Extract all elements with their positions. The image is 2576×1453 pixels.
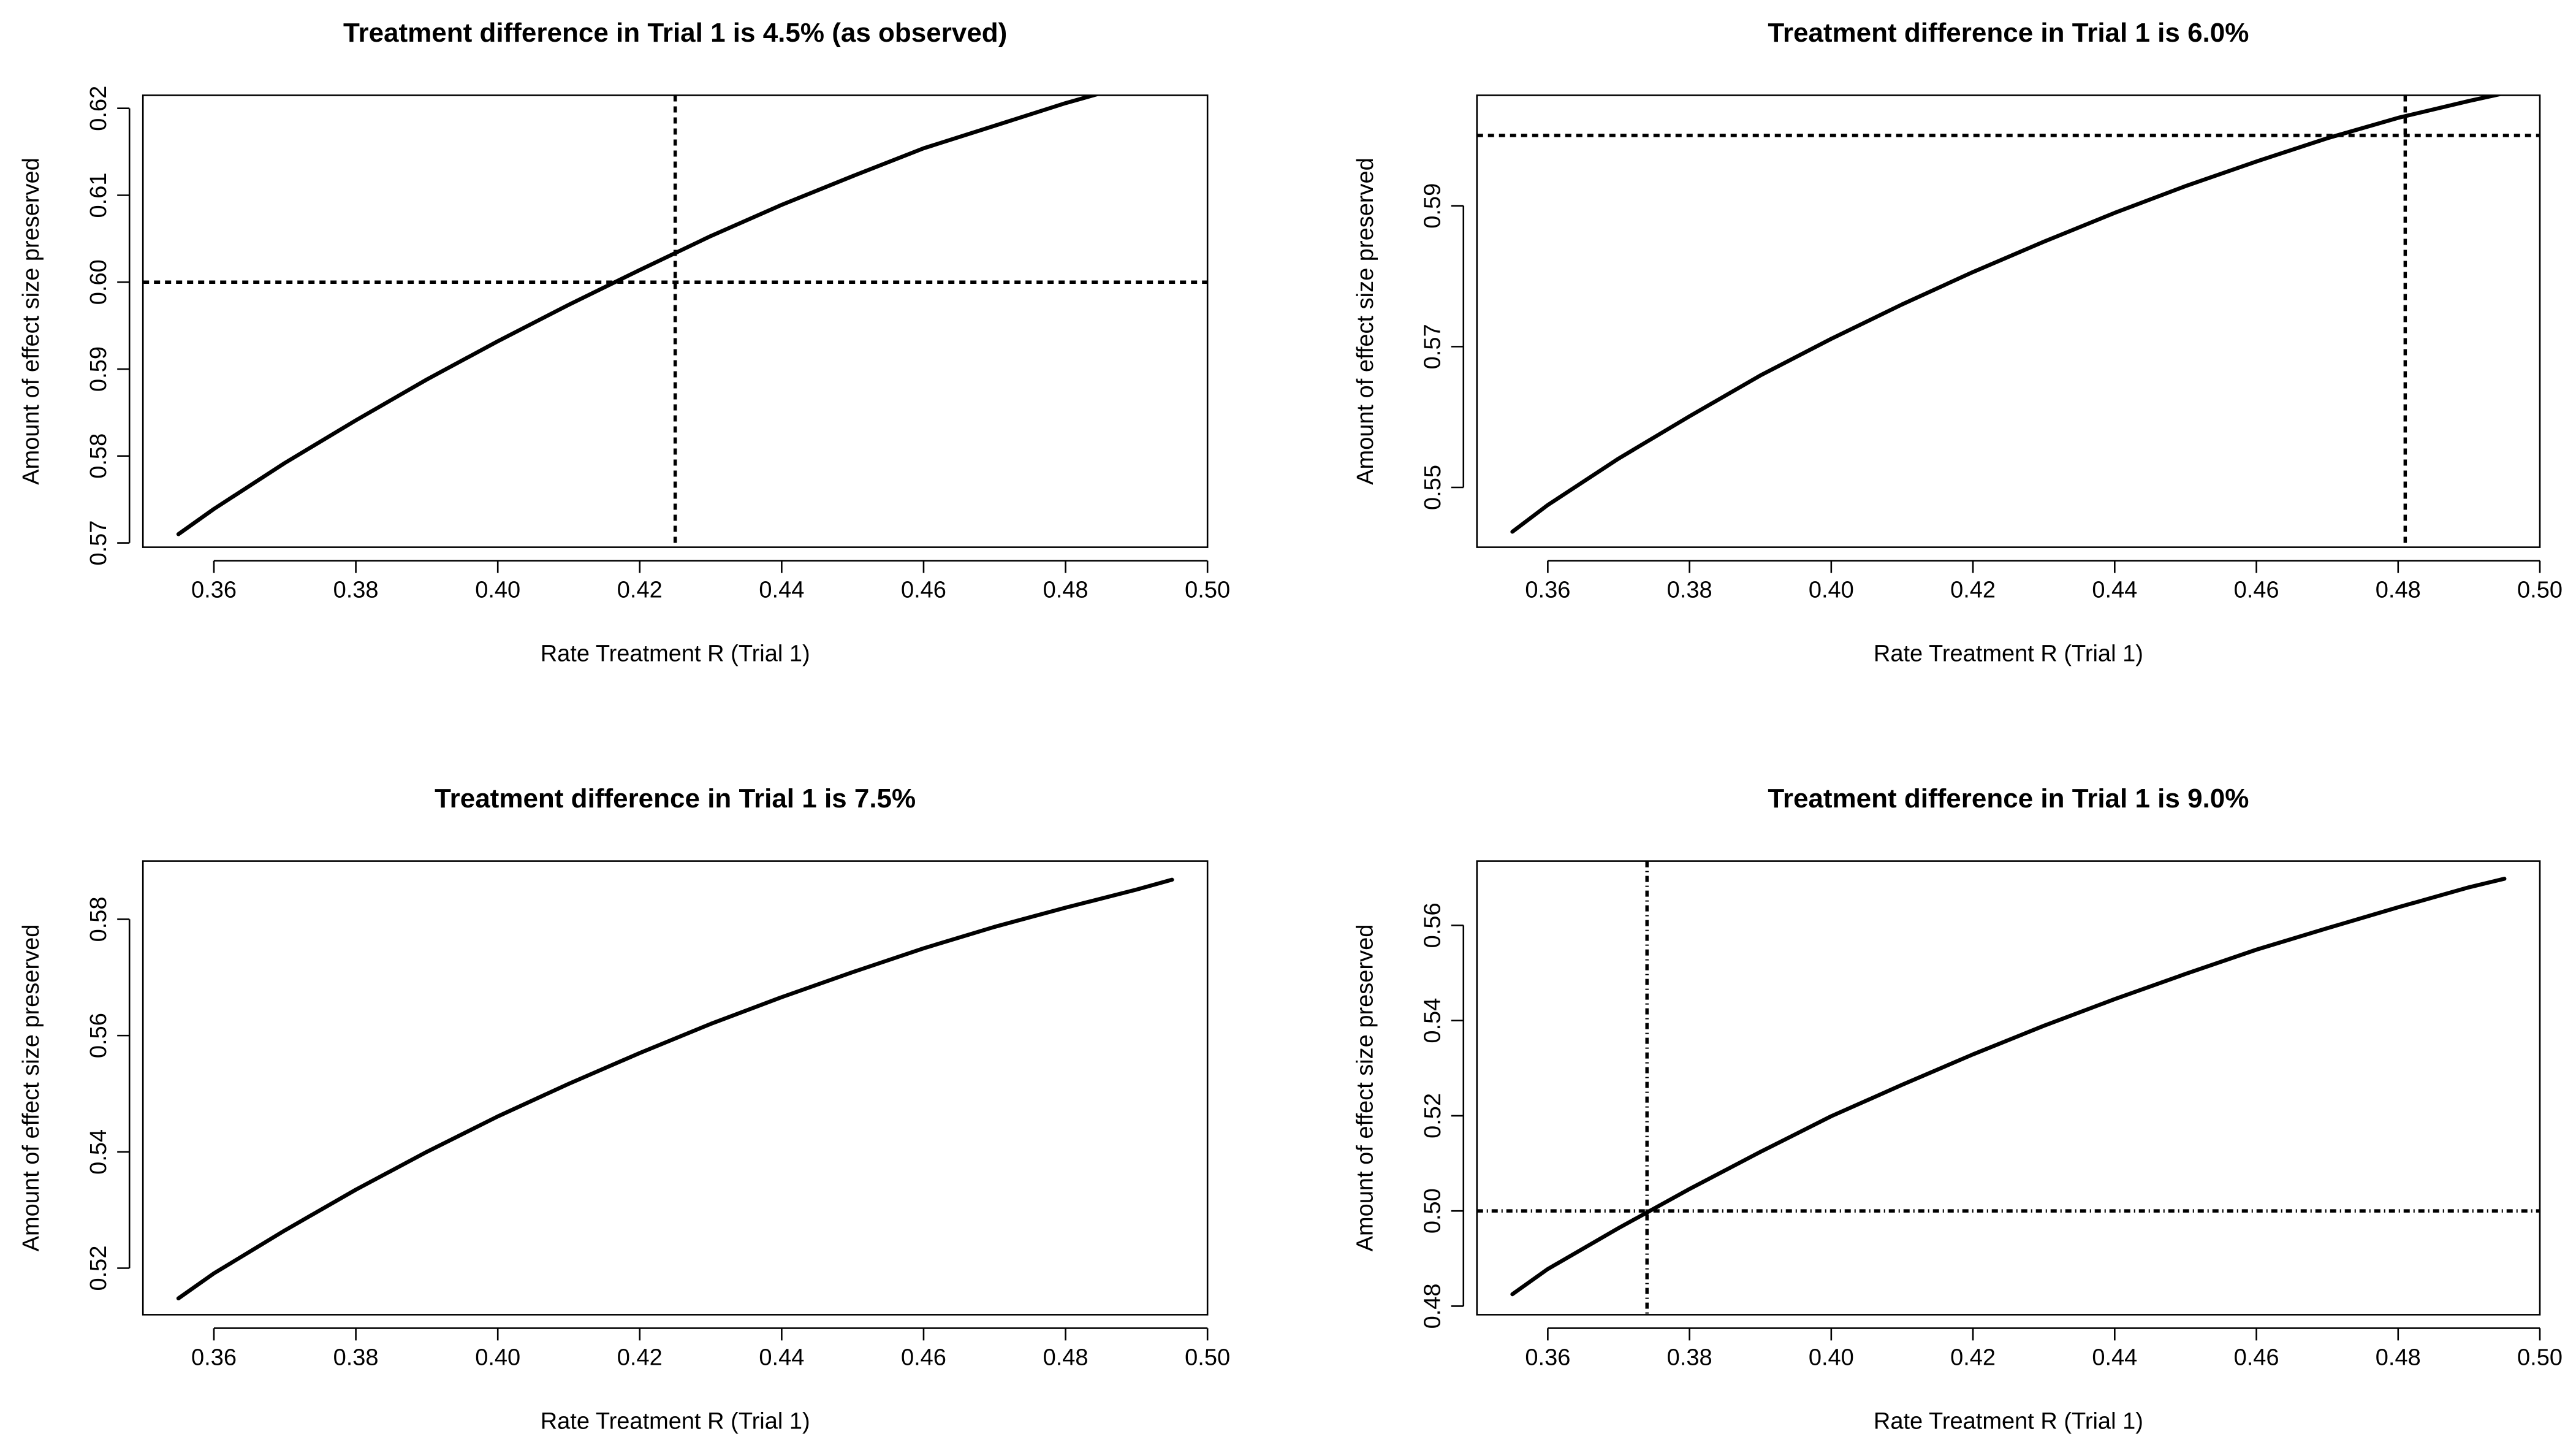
y-tick-label: 0.57 xyxy=(1420,324,1446,369)
x-tick-label: 0.42 xyxy=(617,578,663,603)
x-tick-label: 0.50 xyxy=(1185,1344,1230,1370)
x-tick-label: 0.44 xyxy=(2092,1344,2137,1370)
y-tick-label: 0.55 xyxy=(1420,465,1446,510)
x-tick-label: 0.48 xyxy=(1043,1344,1089,1370)
y-tick-label: 0.54 xyxy=(1420,998,1446,1043)
x-tick-label: 0.48 xyxy=(1043,578,1089,603)
series-line xyxy=(1510,877,2507,1297)
x-tick-label: 0.42 xyxy=(1950,578,1996,603)
y-tick-label: 0.52 xyxy=(1420,1093,1446,1138)
x-tick-label: 0.42 xyxy=(617,1344,663,1370)
x-tick-label: 0.36 xyxy=(191,1344,237,1370)
y-tick-label: 0.57 xyxy=(86,521,112,566)
x-axis-label: Rate Treatment R (Trial 1) xyxy=(541,641,810,667)
y-tick-label: 0.59 xyxy=(86,346,112,392)
y-tick-label: 0.58 xyxy=(86,433,112,479)
x-tick-label: 0.38 xyxy=(1667,578,1712,603)
y-tick-label: 0.52 xyxy=(86,1246,112,1291)
chart-title: Treatment difference in Trial 1 is 6.0% xyxy=(1768,18,2249,48)
series-line xyxy=(176,95,1101,536)
x-tick-label: 0.40 xyxy=(1809,1344,1854,1370)
y-axis-label: Amount of effect size preserved xyxy=(18,158,44,485)
x-tick-label: 0.38 xyxy=(1667,1344,1712,1370)
chart-panel-2: Treatment difference in Trial 1 is 6.0% 0… xyxy=(1353,18,2563,667)
plot-frame xyxy=(142,860,1209,1316)
y-tick-label: 0.62 xyxy=(86,86,112,131)
y-axis-label: Amount of effect size preserved xyxy=(18,925,44,1252)
x-tick-label: 0.38 xyxy=(333,578,379,603)
x-tick-label: 0.46 xyxy=(901,1344,946,1370)
x-tick-label: 0.44 xyxy=(759,578,804,603)
chart-title: Treatment difference in Trial 1 is 9.0% xyxy=(1768,784,2249,814)
x-tick-label: 0.46 xyxy=(901,578,946,603)
chart-panel-4: Treatment difference in Trial 1 is 9.0% 0… xyxy=(1353,784,2563,1434)
x-tick-label: 0.50 xyxy=(2517,578,2563,603)
chart-title: Treatment difference in Trial 1 is 4.5% … xyxy=(343,18,1007,48)
x-tick-label: 0.46 xyxy=(2234,578,2279,603)
x-tick-label: 0.46 xyxy=(2234,1344,2279,1370)
x-tick-label: 0.36 xyxy=(191,578,237,603)
x-tick-label: 0.50 xyxy=(1185,578,1230,603)
plot-frame xyxy=(1476,94,2541,548)
x-tick-label: 0.40 xyxy=(475,1344,520,1370)
x-axis-label: Rate Treatment R (Trial 1) xyxy=(541,1408,810,1434)
y-tick-label: 0.54 xyxy=(86,1129,112,1175)
y-tick-label: 0.48 xyxy=(1420,1283,1446,1329)
x-tick-label: 0.50 xyxy=(2517,1344,2563,1370)
x-tick-label: 0.44 xyxy=(2092,578,2137,603)
x-tick-label: 0.40 xyxy=(1809,578,1854,603)
x-tick-label: 0.38 xyxy=(333,1344,379,1370)
y-tick-label: 0.59 xyxy=(1420,183,1446,229)
x-axis-label: Rate Treatment R (Trial 1) xyxy=(1874,1408,2143,1434)
series-line xyxy=(1510,95,2504,534)
y-axis-label: Amount of effect size preserved xyxy=(1353,158,1378,485)
y-tick-label: 0.61 xyxy=(86,173,112,218)
x-tick-label: 0.36 xyxy=(1525,578,1570,603)
series-line xyxy=(176,877,1174,1301)
x-tick-label: 0.48 xyxy=(2376,1344,2421,1370)
y-tick-label: 0.56 xyxy=(1420,902,1446,948)
y-tick-label: 0.58 xyxy=(86,896,112,942)
x-tick-label: 0.40 xyxy=(475,578,520,603)
chart-panel-3: Treatment difference in Trial 1 is 7.5% 0… xyxy=(18,784,1230,1434)
x-tick-label: 0.42 xyxy=(1950,1344,1996,1370)
x-tick-label: 0.44 xyxy=(759,1344,804,1370)
x-tick-label: 0.48 xyxy=(2376,578,2421,603)
y-tick-label: 0.60 xyxy=(86,259,112,305)
x-tick-label: 0.36 xyxy=(1525,1344,1570,1370)
y-tick-label: 0.56 xyxy=(86,1013,112,1058)
x-axis-label: Rate Treatment R (Trial 1) xyxy=(1874,641,2143,667)
y-tick-label: 0.50 xyxy=(1420,1188,1446,1234)
chart-panel-1: Treatment difference in Trial 1 is 4.5% … xyxy=(18,18,1230,667)
chart-title: Treatment difference in Trial 1 is 7.5% xyxy=(435,784,916,814)
plot-frame xyxy=(1476,860,2541,1316)
y-axis-label: Amount of effect size preserved xyxy=(1353,925,1378,1252)
